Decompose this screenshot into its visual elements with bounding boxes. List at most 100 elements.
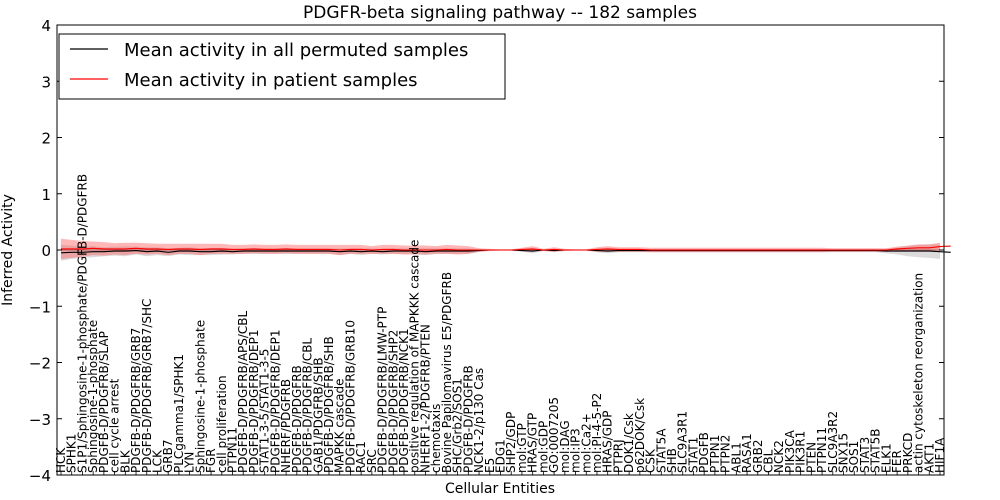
x-tick-label: LYN bbox=[183, 452, 197, 473]
x-tick-label: GRB7 bbox=[161, 439, 175, 473]
x-tick-label: NHERF/PDGFRB bbox=[279, 379, 293, 473]
y-tick-label: −1 bbox=[29, 298, 51, 316]
x-tick-label: SOS1 bbox=[847, 441, 861, 473]
x-tick-label: Sphingosine-1-phosphate bbox=[86, 320, 100, 473]
x-tick-label: PDGFB-D/PDGFRB/GRB10 bbox=[343, 320, 357, 473]
legend-permuted-label: Mean activity in all permuted samples bbox=[124, 40, 468, 61]
x-tick-label: HCK bbox=[54, 447, 68, 473]
x-tick-label: PTPN11 bbox=[226, 427, 240, 473]
x-tick-label: PDGFB-D/PDGFRB/CBL bbox=[301, 338, 315, 473]
permuted-std-band bbox=[61, 244, 940, 261]
x-tick-label: PTEN bbox=[804, 442, 818, 473]
x-tick-label: EDG1 bbox=[494, 439, 508, 473]
x-tick-label: MAPKK cascade bbox=[333, 378, 347, 473]
x-tick-label: NHERF1-2/PDGFRB/PTEN bbox=[419, 324, 433, 473]
x-tick-label: mol:GTP bbox=[515, 423, 529, 473]
x-tick-label: SRC bbox=[365, 449, 379, 473]
legend: Mean activity in all permuted samples Me… bbox=[58, 33, 506, 100]
x-tick-label: mol:Ca2+ bbox=[579, 413, 593, 473]
x-tick-label: GRB2 bbox=[751, 439, 765, 473]
x-tick-label: PDGFB-D/PDGFRB/SHP2 bbox=[386, 330, 400, 473]
x-tick-label: mol:DAG bbox=[558, 420, 572, 473]
x-tick-label: STAT3 bbox=[858, 437, 872, 473]
x-tick-label: PRKCD bbox=[901, 433, 915, 473]
x-tick-label: PDGFB-D/PDGFRB bbox=[461, 365, 475, 473]
x-tick-label: PTPN2 bbox=[719, 435, 733, 473]
x-tick-label: PDGFB-D/PDGFRB/DEP1 bbox=[247, 329, 261, 473]
x-tick-label: SPHK1 bbox=[65, 434, 79, 473]
x-tick-label: CBL bbox=[762, 449, 776, 473]
x-axis-label: Cellular Entities bbox=[445, 481, 555, 497]
y-tick-label: 0 bbox=[41, 242, 51, 260]
x-tick-label: STAT1-3-5/STAT1-3-5 bbox=[258, 349, 272, 473]
x-tick-label: PDGFB-D/PDGFRB/APS/CBL bbox=[236, 310, 250, 473]
x-tick-label: STAT5A bbox=[654, 428, 668, 473]
x-tick-label: STAT1 bbox=[687, 437, 701, 473]
x-tick-label: positive regulation of MAPKKK cascade bbox=[408, 240, 422, 473]
x-tick-label: PDGFB-D/PDGFRB/GRB7/SHC bbox=[140, 299, 154, 473]
y-tick-label: 4 bbox=[41, 17, 51, 35]
x-tick-label: HRAS/GDP bbox=[601, 410, 615, 473]
y-tick-label: 2 bbox=[41, 130, 51, 148]
x-tick-label: PIK3R1 bbox=[794, 431, 808, 473]
legend-patient-label: Mean activity in patient samples bbox=[124, 70, 418, 91]
x-tick-label: PTPN11 bbox=[815, 427, 829, 473]
x-tick-label: Bovine Papilomavirus E5/PDGFRB bbox=[440, 272, 454, 473]
patient-mean-line bbox=[61, 245, 951, 251]
x-tick-label: STAT5B bbox=[869, 429, 883, 474]
x-tick-label: PLCgamma1/SPHK1 bbox=[172, 354, 186, 473]
x-tick-label: E5 bbox=[483, 458, 497, 473]
x-tick-label: PDGFB-D/PDGFRB/DEP1 bbox=[268, 329, 282, 473]
x-tick-label: cell cycle arrest bbox=[108, 378, 122, 473]
x-tick-label: NCK2 bbox=[772, 440, 786, 473]
x-tick-label: SHP2/GDP bbox=[504, 412, 518, 473]
x-tick-label: PDGFB-D/PDGFRB bbox=[290, 365, 304, 473]
x-tick-label: RASA1 bbox=[740, 433, 754, 473]
x-tick-label: PDGFB-D/PDGFRB/GRB7 bbox=[129, 328, 143, 473]
y-tick-label: −4 bbox=[29, 467, 51, 485]
x-tick-label: NCK1-2/p130 Cas bbox=[472, 368, 486, 473]
x-tick-label: GAB1/PDGFRB/SHB bbox=[311, 357, 325, 473]
x-tick-label: mol:GDP bbox=[536, 421, 550, 473]
x-tick-label: HRAS/GTP bbox=[526, 413, 540, 473]
x-tick-label: mol:IP3 bbox=[569, 428, 583, 473]
x-tick-label: PDGFB-D/PDGFRB/SHB bbox=[322, 336, 336, 473]
y-tick-label: 3 bbox=[41, 73, 51, 91]
x-tick-label: AKT1 bbox=[922, 443, 936, 473]
x-tick-label: PDGFB-D/PDGFRB/LMW-PTP bbox=[376, 307, 390, 473]
x-tick-label: PDGFB-D/PDGFRB/NCK1 bbox=[397, 328, 411, 473]
x-tick-label: PTPN1 bbox=[708, 435, 722, 473]
x-tick-label: S1P1/Sphingosine-1-phosphate/PDGFB-D/PDG… bbox=[75, 174, 89, 473]
x-tick-label: cell proliferation bbox=[215, 375, 229, 473]
x-tick-label: SLC9A3R2 bbox=[826, 411, 840, 473]
y-axis-label: Inferred Activity bbox=[0, 194, 16, 306]
x-tick-label: SNX15 bbox=[837, 433, 851, 473]
x-tick-label: LCK bbox=[151, 449, 165, 473]
legend-box bbox=[58, 33, 506, 100]
chart-title: PDGFR-beta signaling pathway -- 182 samp… bbox=[303, 3, 697, 23]
x-tick-label: chemotaxis bbox=[429, 404, 443, 473]
x-tick-label: Sphingosine-1-phosphate bbox=[193, 320, 207, 473]
x-tick-label: SHB bbox=[665, 448, 679, 473]
x-tick-label: ELK1 bbox=[879, 443, 893, 473]
x-tick-label: ABL1 bbox=[729, 442, 743, 473]
x-tick-label: mol:PI-4-5-P2 bbox=[590, 393, 604, 473]
x-tick-label: DOK1/Csk bbox=[622, 413, 636, 473]
x-tick-label: PTPRJ bbox=[611, 439, 625, 473]
x-tick-label: SHC/Grb2/SOS1 bbox=[451, 378, 465, 473]
x-tick-label: SLC9A3R1 bbox=[676, 411, 690, 473]
x-tick-label: GO:0007205 bbox=[547, 397, 561, 473]
x-tick-label: RAC1 bbox=[354, 441, 368, 473]
x-tick-label: FER bbox=[890, 450, 904, 473]
x-tick-label: p62DOK/Csk bbox=[633, 398, 647, 473]
x-tick-label: PDGFB-D/PDGFRB/SLAP bbox=[97, 331, 111, 473]
x-tick-label: CSK bbox=[644, 448, 658, 473]
y-tick-label: −2 bbox=[29, 355, 51, 373]
y-tick-label: 1 bbox=[41, 186, 51, 204]
x-tick-label: FGR bbox=[204, 448, 218, 473]
x-tick-label: HIF1A bbox=[933, 437, 947, 473]
x-tick-label: PDGFB bbox=[697, 432, 711, 473]
x-tick-label: actin cytoskeleton reorganization bbox=[912, 273, 926, 473]
y-tick-label: −3 bbox=[29, 411, 51, 429]
